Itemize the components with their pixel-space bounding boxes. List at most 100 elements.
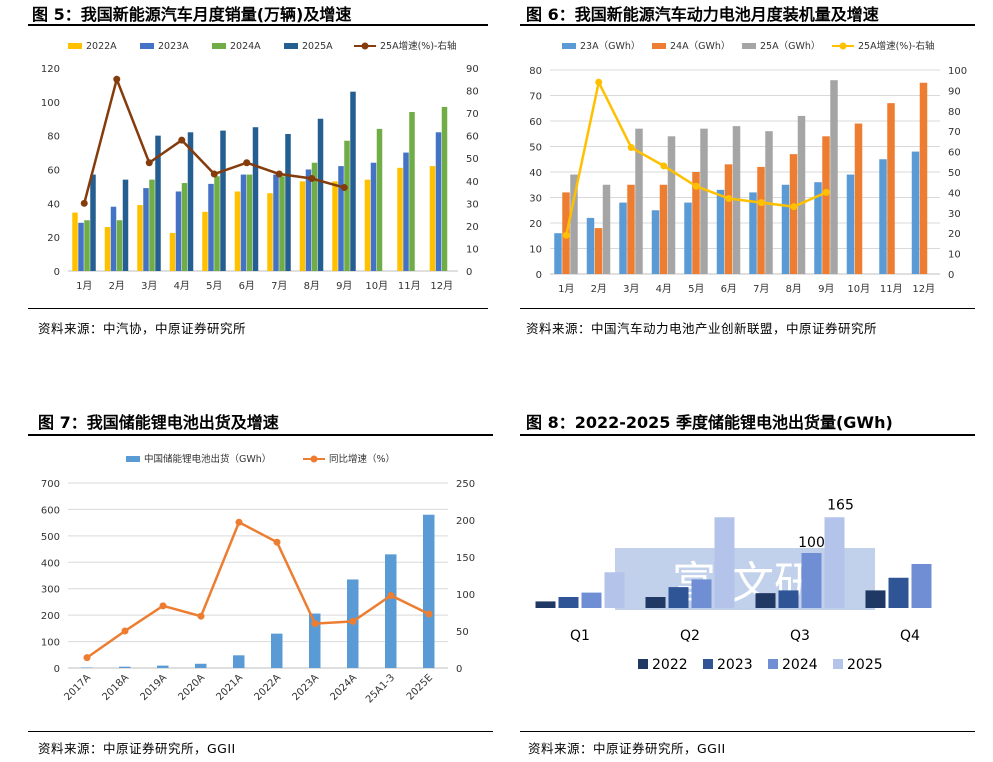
- fig6-legend-label: 25A增速(%)-右轴: [858, 40, 934, 52]
- fig6-y2-tick: 100: [948, 66, 967, 77]
- fig5-legend-swatch: [212, 43, 226, 49]
- fig5-source: 资料来源：中汽协，中原证券研究所: [38, 321, 247, 336]
- fig7-chart: 0 100 200 300 400 500 600 700 0 50 100 150 200 250 201…: [41, 453, 475, 706]
- fig7-legend-label: 中国储能锂电池出货（GWh）: [144, 453, 271, 465]
- fig5-growth-point: [275, 170, 283, 178]
- fig5-legend-label: 2025A: [302, 41, 333, 52]
- fig5-growth-point: [340, 184, 348, 192]
- fig5-y-tick: 80: [47, 132, 60, 143]
- fig6-y2-tick: 30: [948, 209, 961, 220]
- fig7-y-tick: 400: [41, 558, 60, 569]
- fig6-y-tick: 20: [529, 219, 542, 230]
- fig5-x-tick: 10月: [365, 280, 388, 292]
- fig7-y2-tick: 100: [456, 590, 475, 601]
- fig6-bar-23A（GWh）: [554, 233, 562, 274]
- fig5-bar-2025A: [317, 118, 324, 271]
- fig5-y-tick: 0: [54, 267, 60, 278]
- fig6-x-tick: 2月: [591, 283, 607, 295]
- fig6-growth-point: [627, 144, 635, 152]
- fig8-bar-2023: [668, 587, 689, 608]
- fig6-bar-24A（GWh）: [854, 123, 863, 274]
- fig7-top-rule: [28, 434, 493, 436]
- fig5-bar-2024A: [149, 179, 155, 271]
- fig7-y-tick: 500: [41, 532, 60, 543]
- fig7-y-tick: 0: [54, 664, 60, 675]
- fig6-chart: 0 10 20 30 40 50 60 70 80 0 10 20 30 40 50 60 70 80 90 100 1…: [529, 40, 967, 295]
- fig7-bottom-rule: [28, 731, 493, 732]
- fig5-bar-2023A: [403, 152, 409, 271]
- fig7-x-tick: 2024A: [329, 672, 360, 703]
- fig5-bar-2024A: [84, 220, 90, 271]
- fig6-y2-tick: 10: [948, 250, 961, 261]
- fig6-bar-24A（GWh）: [887, 103, 895, 275]
- fig5-y2-tick: 30: [466, 199, 479, 210]
- fig5-bar-2022A: [104, 227, 111, 271]
- fig7-growth-point: [425, 610, 433, 618]
- fig8-title: 图 8：2022-2025 季度储能锂电池出货量(GWh): [526, 413, 893, 432]
- fig6-x-tick: 9月: [818, 283, 834, 295]
- fig7-growth-point: [121, 627, 129, 635]
- fig6-bar-24A（GWh）: [789, 154, 798, 274]
- fig8-bar-2023: [558, 597, 579, 608]
- fig5-y-tick: 60: [47, 166, 60, 177]
- fig7-bar-中国储能锂电池出货（GWh）: [119, 666, 131, 668]
- fig6-legend-label: 25A（GWh）: [760, 40, 820, 52]
- fig6-growth-point: [692, 182, 700, 190]
- fig8-bar-2022: [755, 593, 776, 608]
- fig5-bar-2024A: [344, 140, 350, 271]
- fig7-x-tick: 2019A: [139, 672, 170, 703]
- fig5-chart: 0 20 40 60 80 100 120 0 10 20 30 40 50 60 70 80 90 1月 2月 3月…: [41, 40, 479, 292]
- fig6-bar-23A（GWh）: [846, 174, 855, 274]
- fig5-y-tick: 40: [47, 199, 60, 210]
- fig7-bar-中国储能锂电池出货（GWh）: [195, 663, 207, 668]
- fig5-top-rule: [28, 24, 488, 26]
- fig6-bar-24A（GWh）: [594, 228, 603, 274]
- fig7-growth-point: [197, 612, 205, 620]
- fig5-bar-2024A: [246, 174, 253, 271]
- fig6-x-tick: 1月: [558, 283, 574, 295]
- fig7-source: 资料来源：中原证券研究所，GGII: [38, 741, 236, 756]
- fig6-x-tick: 5月: [688, 283, 704, 295]
- fig6-x-tick: 8月: [786, 283, 802, 295]
- fig6-bar-24A（GWh）: [822, 136, 830, 274]
- fig6-bar-23A（GWh）: [879, 159, 887, 274]
- fig5-bar-2023A: [338, 166, 344, 271]
- fig5-bar-2022A: [202, 211, 208, 271]
- fig5-bar-2023A: [273, 174, 279, 271]
- fig7-y2-tick: 250: [456, 479, 475, 490]
- fig6-bar-25A（GWh）: [635, 128, 643, 274]
- fig7-x-tick: 2018A: [101, 672, 132, 703]
- fig5-bar-2025A: [122, 179, 129, 271]
- fig5-y2-tick: 80: [466, 87, 479, 98]
- fig5-bar-2024A: [214, 176, 220, 271]
- fig5-x-tick: 2月: [109, 280, 125, 292]
- fig7-y-tick: 300: [41, 585, 60, 596]
- fig6-y2-tick: 0: [948, 270, 954, 281]
- fig5-bar-2022A: [137, 205, 143, 271]
- fig5-bar-2024A: [441, 106, 448, 272]
- fig7-legend-label: 同比增速（%）: [329, 453, 395, 465]
- fig6-bar-23A（GWh）: [911, 151, 920, 274]
- fig6-bar-23A（GWh）: [749, 192, 757, 274]
- fig6-y2-tick: 20: [948, 229, 961, 240]
- fig6-bar-23A（GWh）: [619, 202, 627, 274]
- fig6-bar-23A（GWh）: [651, 210, 660, 274]
- fig8-legend-label: 2024: [782, 657, 818, 673]
- fig7-x-tick: 2017A: [63, 672, 94, 703]
- fig5-bar-2022A: [299, 181, 306, 271]
- fig6-source: 资料来源：中国汽车动力电池产业创新联盟，中原证券研究所: [526, 321, 878, 336]
- fig5-y-tick: 100: [41, 98, 60, 109]
- fig6-y-tick: 40: [529, 168, 542, 179]
- fig5-legend-label: 2022A: [86, 41, 117, 52]
- fig7-title: 图 7：我国储能锂电池出货及增速: [38, 413, 279, 432]
- fig5-y2-tick: 40: [466, 177, 479, 188]
- fig6-bar-24A（GWh）: [659, 184, 668, 274]
- fig5-bar-2024A: [116, 220, 123, 271]
- fig6-growth-point: [725, 195, 733, 203]
- fig7-y2-tick: 0: [456, 664, 462, 675]
- fig8-bar-2022: [645, 597, 666, 608]
- fig7-bar-中国储能锂电池出货（GWh）: [423, 514, 435, 668]
- fig6-y-tick: 50: [529, 143, 542, 154]
- fig8-top-rule: [520, 434, 975, 436]
- fig8-legend-label: 2022: [652, 657, 688, 673]
